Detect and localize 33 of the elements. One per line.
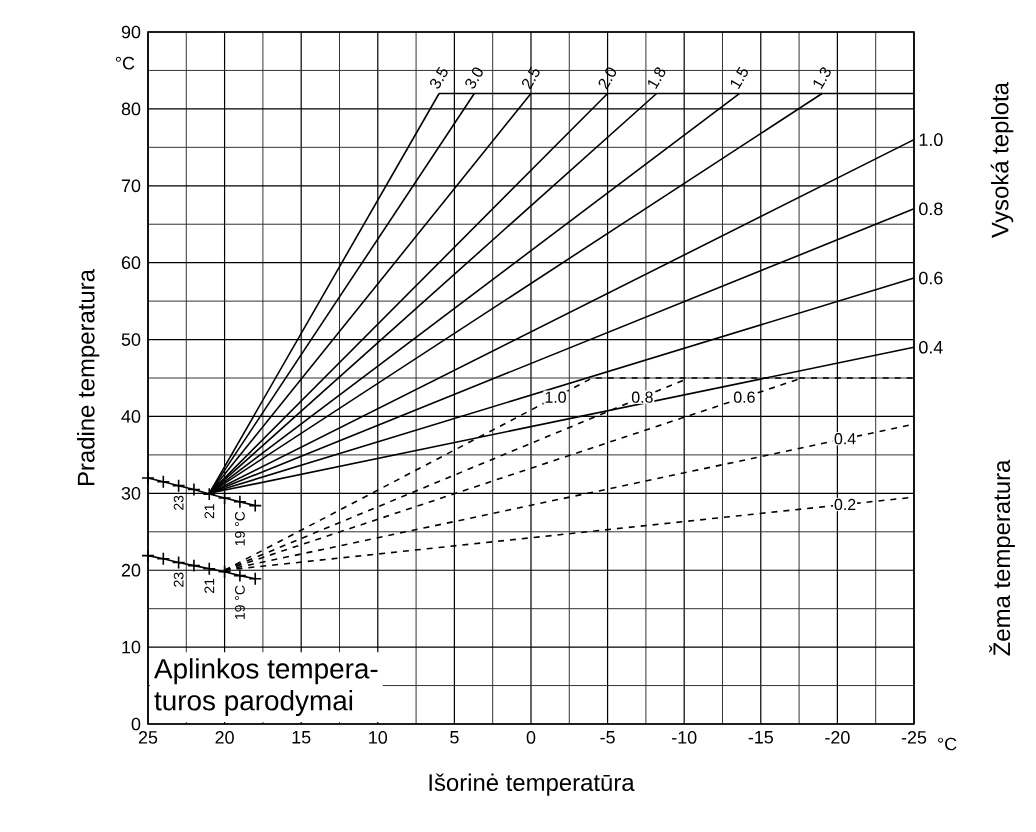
series-label: 0.4 bbox=[919, 340, 943, 354]
x-axis-title: Išorinė temperatūra bbox=[429, 773, 635, 796]
x-tick-label: 15 bbox=[292, 731, 311, 744]
y-tick-label: 60 bbox=[121, 256, 141, 270]
x-tick-label: -25 bbox=[901, 731, 927, 744]
y-tick-label: 50 bbox=[121, 333, 141, 346]
series-label: 1.0 bbox=[919, 133, 943, 147]
y-tick-label: 90 bbox=[121, 25, 141, 39]
y-tick-label: 0 bbox=[131, 717, 141, 731]
y-tick-label: 70 bbox=[121, 179, 141, 193]
y-tick-label: 20 bbox=[121, 563, 141, 577]
y-tick-label: 10 bbox=[122, 640, 141, 654]
text: °C bbox=[938, 737, 957, 751]
x-tick-label: 0 bbox=[526, 731, 536, 744]
series-label: 0.6 bbox=[919, 271, 943, 285]
y-tick-label: 30 bbox=[121, 486, 141, 500]
annotation: turos parodymai bbox=[154, 690, 353, 717]
annotation: Aplinkos tempera- bbox=[154, 658, 378, 685]
text: Vysoká teplota bbox=[990, 82, 1014, 238]
text: °C bbox=[115, 56, 135, 70]
y-tick-label: 40 bbox=[121, 410, 141, 423]
y-tick-label: 80 bbox=[121, 102, 141, 116]
x-tick-label: -15 bbox=[748, 731, 773, 744]
text: Žema temperatura bbox=[989, 459, 1015, 656]
x-tick-label: -10 bbox=[672, 731, 697, 744]
x-tick-label: -5 bbox=[600, 731, 615, 744]
x-tick-label: -20 bbox=[825, 731, 850, 744]
x-tick-label: 5 bbox=[450, 731, 459, 744]
series-label: 0.8 bbox=[919, 202, 943, 216]
x-tick-label: 25 bbox=[138, 731, 158, 744]
x-tick-label: 10 bbox=[369, 731, 388, 744]
x-tick-label: 20 bbox=[215, 731, 234, 744]
y-axis-title: Pradine temperatura bbox=[77, 269, 100, 486]
